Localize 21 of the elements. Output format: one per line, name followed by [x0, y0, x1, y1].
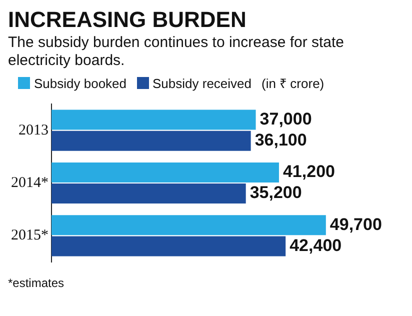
data-label: 37,000 — [260, 109, 312, 128]
data-label: 36,100 — [254, 130, 307, 150]
data-label: 41,200 — [282, 162, 335, 182]
legend-label: Subsidy received — [152, 76, 252, 90]
y-tick-label: 2013 — [18, 122, 48, 138]
data-label: 35,200 — [250, 183, 302, 202]
legend-label: Subsidy booked — [34, 76, 127, 90]
data-label: 42,400 — [290, 236, 342, 255]
bar — [52, 162, 279, 182]
y-tick-label: 2015* — [11, 228, 48, 244]
text: (in ₹ crore) — [262, 75, 324, 92]
chart-subtitle: The subsidy burden continues to increase for state electricity boards. — [8, 34, 346, 70]
y-tick-label: 2014* — [11, 174, 48, 191]
chart-title: INCREASING BURDEN — [8, 7, 248, 32]
text: *estimates — [8, 276, 66, 290]
bar — [52, 110, 256, 130]
bar — [52, 130, 251, 151]
data-label: 49,700 — [330, 214, 382, 234]
bar — [52, 184, 246, 204]
bar — [52, 215, 326, 236]
bar — [52, 236, 286, 256]
